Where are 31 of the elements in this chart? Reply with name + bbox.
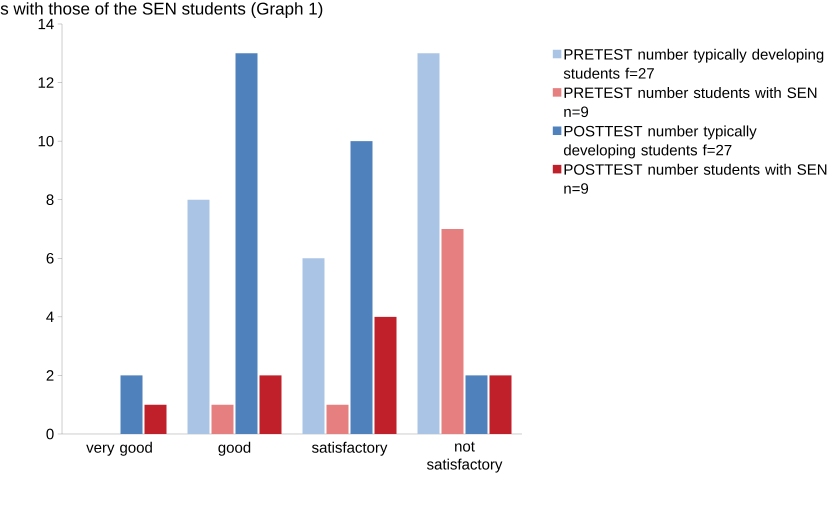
bar — [442, 228, 464, 434]
bar — [236, 53, 258, 434]
y-tick-label: 0 — [46, 428, 54, 440]
bar — [374, 316, 397, 434]
bar — [260, 375, 282, 434]
text: s with those of the SEN students (Graph 1) — [0, 2, 322, 18]
x-tick-label: good — [218, 442, 250, 456]
bar — [418, 53, 440, 434]
x-tick-label: very good — [86, 442, 152, 456]
legend-label: POSTTEST number students with SEN n=9 — [564, 164, 826, 194]
legend-label: PRETEST number typically developing students f=27 — [564, 48, 824, 79]
y-tick-label: 12 — [38, 77, 54, 88]
bar — [490, 375, 512, 434]
legend-label: PRETEST number students with SEN n=9 — [564, 87, 816, 118]
y-tick-label: 6 — [46, 252, 54, 264]
bar — [302, 258, 325, 434]
legend-label: POSTTEST number typically developing students f=27 — [564, 125, 757, 158]
bar — [326, 404, 349, 434]
x-tick-label: not satisfactory — [427, 442, 502, 473]
bar — [466, 375, 488, 434]
bar — [212, 404, 234, 434]
y-tick-label: 14 — [38, 18, 54, 30]
y-tick-label: 4 — [46, 312, 54, 322]
y-tick-label: 2 — [46, 370, 54, 381]
x-tick-label: satisfactory — [312, 442, 388, 456]
bar — [188, 200, 210, 434]
y-tick-label: 8 — [46, 194, 54, 206]
bar — [350, 141, 373, 434]
bar — [120, 375, 143, 434]
y-tick-label: 10 — [38, 136, 54, 146]
bar — [144, 404, 167, 434]
